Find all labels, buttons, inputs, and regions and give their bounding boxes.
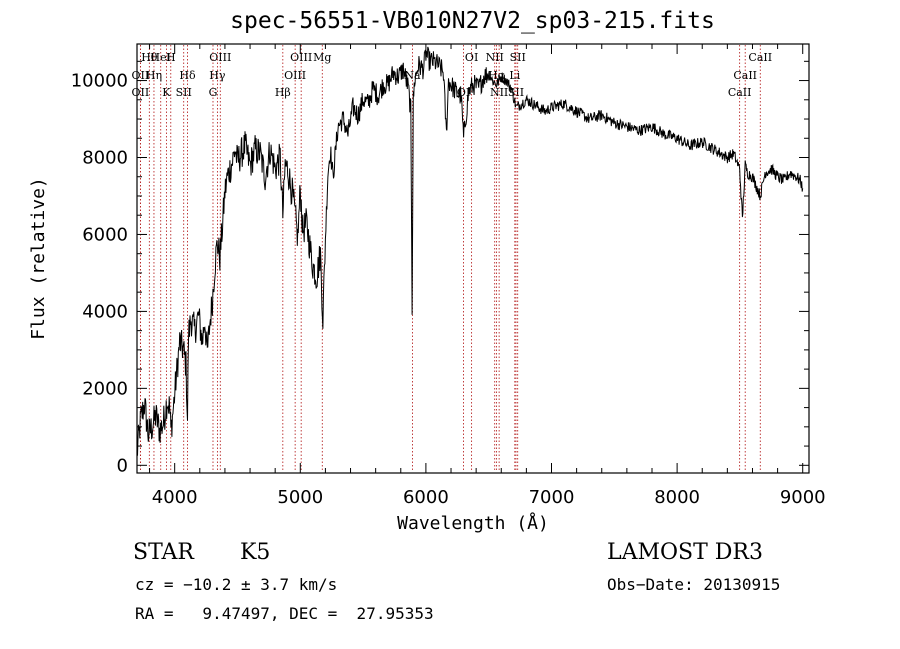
spectrum-line xyxy=(136,46,804,456)
marker-label: NII xyxy=(490,86,508,99)
object-class: STAR xyxy=(133,540,194,565)
marker-label: Hβ xyxy=(275,86,291,99)
marker-label: K xyxy=(162,86,171,99)
marker-label: Hγ xyxy=(209,69,226,82)
marker-label: Mg xyxy=(313,51,331,64)
axes xyxy=(136,43,810,474)
ra-dec: RA = 9.47497, DEC = 27.95353 xyxy=(135,604,434,623)
marker-label: H xyxy=(166,51,176,64)
marker-label: CaII xyxy=(733,69,757,82)
marker-label: OII xyxy=(132,86,150,99)
redshift-velocity: cz = −10.2 ± 3.7 km/s xyxy=(135,575,338,594)
y-tick-label: 0 xyxy=(117,455,128,476)
y-tick-label: 8000 xyxy=(82,148,128,169)
x-tick-label: 9000 xyxy=(780,487,826,508)
marker-label: OII xyxy=(132,69,150,82)
marker-label: Hθ xyxy=(141,51,158,64)
marker-label: HeI xyxy=(151,51,171,64)
x-tick-label: 4000 xyxy=(152,487,198,508)
marker-label: SII xyxy=(510,51,526,64)
marker-label: OI xyxy=(465,51,478,64)
marker-label: CaII xyxy=(748,51,772,64)
x-tick-label: 8000 xyxy=(654,487,700,508)
marker-label: Hη xyxy=(146,69,162,82)
obs-date: Obs−Date: 20130915 xyxy=(607,575,781,594)
marker-label: CaII xyxy=(728,86,752,99)
marker-label: OIII xyxy=(209,51,231,64)
marker-label: OIII xyxy=(284,69,306,82)
y-tick-label: 4000 xyxy=(82,301,128,322)
series-layer xyxy=(136,46,804,456)
y-tick-label: 10000 xyxy=(71,71,128,92)
survey-name: LAMOST DR3 xyxy=(607,540,763,565)
x-axis-label: Wavelength (Å) xyxy=(397,512,549,534)
marker-label: Li xyxy=(509,69,520,82)
x-tick-label: 5000 xyxy=(277,487,323,508)
x-tick-label: 6000 xyxy=(403,487,449,508)
x-tick-label: 7000 xyxy=(529,487,575,508)
marker-label: SII xyxy=(176,86,192,99)
marker-label: G xyxy=(209,86,218,99)
y-axis-label: Flux (relative) xyxy=(28,177,49,340)
y-tick-label: 2000 xyxy=(82,378,128,399)
chart-title: spec-56551-VB010N27V2_sp03-215.fits xyxy=(230,8,715,34)
marker-label: NII xyxy=(486,51,504,64)
object-subclass: K5 xyxy=(240,540,271,565)
marker-label: Hδ xyxy=(179,69,196,82)
marker-label: OIII xyxy=(290,51,312,64)
axis-labels: Wavelength (Å) Flux (relative) xyxy=(28,177,549,534)
plot-frame xyxy=(136,43,810,474)
tick-labels: 4000 5000 6000 7000 8000 9000 0 2000 4000 6000 800… xyxy=(71,71,826,508)
y-tick-label: 6000 xyxy=(82,224,128,245)
